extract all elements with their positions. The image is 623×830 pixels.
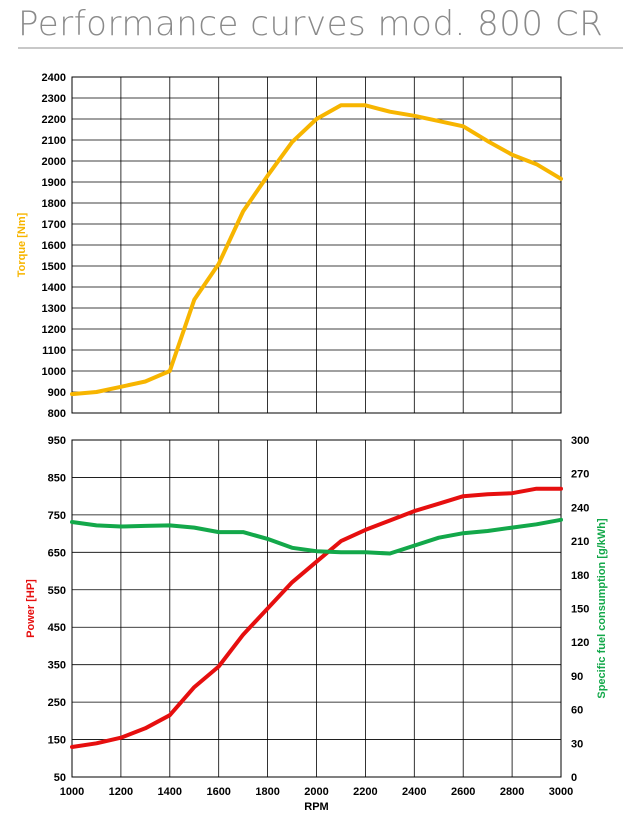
page-title: Performance curves mod. 800 CR [18, 4, 604, 44]
y2-tick-label: 60 [571, 705, 583, 717]
y2-tick-label: 90 [571, 671, 583, 683]
y-tick-label: 1800 [42, 198, 66, 210]
y-tick-label: 2200 [42, 114, 66, 126]
y2-tick-label: 240 [571, 502, 589, 514]
x-tick-label: 3000 [549, 786, 573, 798]
y-tick-label: 450 [48, 622, 66, 634]
y2-tick-label: 120 [571, 637, 589, 649]
x-axis-title: RPM [304, 801, 328, 813]
x-tick-label: 1200 [109, 786, 133, 798]
y2-tick-label: 210 [571, 536, 589, 548]
x-tick-label: 2000 [304, 786, 328, 798]
y-tick-label: 1600 [42, 240, 66, 252]
y-axis-title: Torque [Nm] [16, 212, 28, 277]
y2-tick-label: 180 [571, 570, 589, 582]
power-sfc-chart: 50 150 250 350 450 550 650 750 850 950 0 30 60 90 120 1… [25, 435, 608, 813]
y-axis-title: Power [HP] [25, 579, 37, 638]
y-tick-label: 2100 [42, 135, 66, 147]
y-tick-label: 950 [48, 435, 66, 447]
y-tick-label: 750 [48, 510, 66, 522]
series-line-2 [70, 517, 563, 556]
y-tick-label: 1900 [42, 177, 66, 189]
y-tick-label: 2400 [42, 72, 66, 84]
y2-tick-label: 270 [571, 469, 589, 481]
y-tick-label: 1200 [42, 324, 66, 336]
y-tick-label: 1100 [42, 345, 66, 357]
y-tick-label: 800 [48, 408, 66, 420]
y2-tick-label: 0 [571, 772, 577, 784]
x-tick-label: 1600 [206, 786, 230, 798]
y2-tick-label: 150 [571, 604, 589, 616]
y-tick-label: 650 [48, 547, 66, 559]
y-tick-label: 1300 [42, 303, 66, 315]
torque-chart: 800 900 1000 1100 1200 1300 1400 1500 1600 1700 18… [16, 72, 563, 420]
y-tick-label: 550 [48, 585, 66, 597]
y-tick-label: 2300 [42, 93, 66, 105]
plot-frame [71, 76, 562, 414]
y-tick-label: 50 [54, 772, 66, 784]
y-tick-label: 1700 [42, 219, 66, 231]
series-line-1 [70, 486, 563, 749]
x-tick-label: 2200 [353, 786, 377, 798]
x-tick-label: 2800 [500, 786, 524, 798]
plot-frame [71, 439, 562, 778]
y-tick-label: 250 [48, 697, 66, 709]
y-tick-label: 900 [48, 387, 66, 399]
y-tick-label: 350 [48, 660, 66, 672]
x-tick-label: 1800 [255, 786, 279, 798]
x-tick-label: 2600 [451, 786, 475, 798]
y-tick-label: 2000 [42, 156, 66, 168]
x-tick-label: 1000 [60, 786, 84, 798]
series-line-1 [70, 103, 563, 397]
x-tick-label: 1400 [158, 786, 182, 798]
y2-tick-label: 30 [571, 738, 583, 750]
title-divider [18, 47, 623, 49]
y-tick-label: 1500 [42, 261, 66, 273]
y-tick-label: 1400 [42, 282, 66, 294]
y2-axis-title: Specific fuel consumption [g/kWh] [596, 518, 608, 699]
x-tick-label: 2400 [402, 786, 426, 798]
y-tick-label: 850 [48, 472, 66, 484]
y-tick-label: 1000 [42, 366, 66, 378]
y2-tick-label: 300 [571, 435, 589, 447]
y-tick-label: 150 [48, 735, 66, 747]
